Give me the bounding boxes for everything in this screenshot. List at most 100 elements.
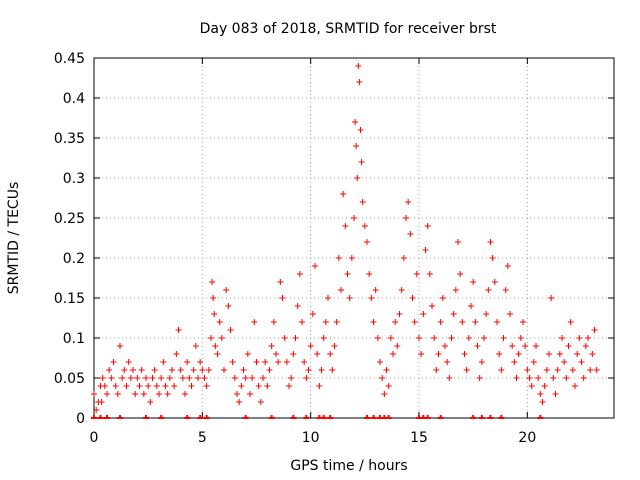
- data-point: [182, 391, 188, 397]
- y-tick-label: 0.1: [63, 331, 85, 347]
- data-point: [535, 375, 542, 381]
- zero-point: [478, 415, 485, 419]
- data-point: [344, 271, 351, 277]
- data-point: [448, 335, 455, 341]
- data-point: [522, 343, 529, 349]
- data-point: [354, 175, 361, 181]
- zero-point: [470, 415, 477, 419]
- data-point: [114, 391, 121, 397]
- data-point: [327, 351, 334, 357]
- data-point: [209, 279, 216, 285]
- y-tick-label: 0.15: [54, 291, 85, 307]
- data-point: [392, 319, 399, 325]
- data-point: [173, 351, 180, 357]
- data-point: [270, 319, 277, 325]
- data-point: [223, 287, 230, 293]
- data-point: [175, 327, 182, 333]
- data-point: [264, 383, 271, 389]
- data-point: [472, 319, 479, 325]
- data-point: [533, 343, 539, 349]
- data-point: [468, 303, 474, 309]
- data-point: [98, 399, 105, 405]
- data-point: [576, 335, 583, 341]
- data-point: [593, 367, 600, 373]
- data-point: [385, 383, 392, 389]
- plot-frame: [93, 57, 615, 419]
- zero-point: [91, 415, 97, 419]
- data-point: [348, 255, 355, 261]
- data-point: [316, 383, 323, 389]
- data-point: [201, 375, 208, 381]
- y-tick-label: 0.2: [63, 251, 85, 267]
- data-point: [515, 351, 522, 357]
- data-point: [511, 359, 518, 365]
- data-point: [340, 191, 347, 197]
- data-point: [268, 343, 275, 349]
- data-point: [179, 375, 186, 381]
- data-point: [294, 303, 301, 309]
- data-point: [286, 383, 292, 389]
- data-point: [195, 375, 201, 381]
- data-point: [210, 295, 217, 301]
- data-point: [550, 375, 557, 381]
- data-point: [99, 375, 106, 381]
- zero-point: [184, 415, 191, 419]
- data-point: [123, 383, 130, 389]
- data-point: [489, 255, 496, 261]
- zero-point: [364, 415, 370, 419]
- data-point: [567, 319, 574, 325]
- data-point: [582, 343, 589, 349]
- zero-point: [498, 415, 505, 419]
- data-point: [452, 287, 459, 293]
- data-point: [478, 359, 485, 365]
- data-points: [91, 63, 600, 419]
- data-point: [578, 359, 585, 365]
- x-tick-label: 15: [410, 430, 428, 446]
- data-point: [364, 239, 370, 245]
- data-point: [238, 383, 245, 389]
- data-point: [208, 335, 214, 341]
- data-point: [357, 127, 364, 133]
- data-point: [149, 375, 156, 381]
- data-point: [117, 343, 123, 349]
- grid: [94, 58, 614, 418]
- data-point: [331, 343, 338, 349]
- data-point: [500, 335, 507, 341]
- data-point: [539, 399, 546, 405]
- data-point: [260, 375, 266, 381]
- data-point: [110, 359, 117, 365]
- data-point: [171, 383, 178, 389]
- data-point: [513, 375, 520, 381]
- data-point: [225, 303, 232, 309]
- zero-point: [143, 415, 149, 419]
- zero-point: [437, 415, 444, 419]
- data-point: [318, 367, 325, 373]
- data-point: [407, 231, 414, 237]
- data-point: [465, 335, 472, 341]
- data-point: [442, 343, 448, 349]
- data-point: [203, 383, 210, 389]
- data-point: [121, 367, 128, 373]
- data-point: [446, 375, 453, 381]
- data-point: [351, 215, 357, 221]
- data-point: [205, 367, 212, 373]
- data-point: [247, 391, 253, 397]
- data-point: [457, 271, 464, 277]
- data-point: [309, 311, 316, 317]
- y-tick-label: 0.25: [54, 211, 85, 227]
- data-point: [517, 335, 524, 341]
- data-point: [290, 351, 297, 357]
- data-point: [197, 359, 204, 365]
- data-point: [463, 367, 470, 373]
- zero-point: [290, 415, 297, 419]
- x-axis-ticks: 0 5 10 15 20: [90, 58, 536, 446]
- data-point: [101, 383, 108, 389]
- data-point: [528, 383, 535, 389]
- data-point: [275, 359, 282, 365]
- x-tick-label: 5: [198, 430, 207, 446]
- data-point: [554, 367, 561, 373]
- data-point: [221, 367, 227, 373]
- x-tick-label: 20: [518, 430, 536, 446]
- data-point: [322, 319, 329, 325]
- data-point: [130, 367, 136, 373]
